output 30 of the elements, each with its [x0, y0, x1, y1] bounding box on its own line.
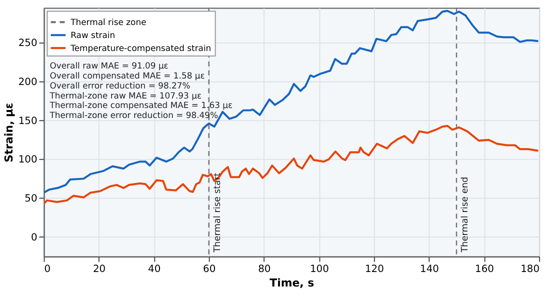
- annotation: Overall raw MAE = 91.09 με: [50, 60, 168, 70]
- y-axis-title: Strain, με: [2, 102, 16, 162]
- legend-label: Temperature-compensated strain: [70, 43, 212, 54]
- x-tick-label: 180: [520, 264, 540, 275]
- x-tick-label: 60: [203, 264, 216, 275]
- y-tick-label: 250: [18, 38, 38, 50]
- x-tick-label: 0: [44, 264, 51, 275]
- y-tick-label: 150: [18, 116, 38, 127]
- x-tick-label: 140: [420, 264, 439, 275]
- ref-line-label: Thermal rise start: [212, 172, 223, 254]
- annotation: Thermal rise zone: [70, 17, 146, 28]
- x-tick-label: 40: [148, 264, 161, 275]
- legend-label: Raw strain: [70, 30, 116, 40]
- y-tick-label: 200: [18, 77, 38, 88]
- annotation: Overall compensated MAE = 1.58 με: [50, 70, 205, 80]
- x-tick-label: 80: [258, 264, 271, 275]
- y-tick-label: 100: [18, 154, 38, 166]
- x-tick-label: 160: [475, 264, 494, 275]
- y-tick-label: 0: [30, 232, 38, 244]
- annotation: Overall error reduction = 98.27%: [50, 80, 190, 90]
- line-series: [44, 10, 540, 194]
- x-tick-label: 120: [364, 264, 384, 275]
- x-tick-label: 100: [310, 264, 329, 275]
- annotation: Thermal-zone raw MAE = 107.93 με: [48, 90, 202, 100]
- annotation: Thermal-zone compensated MAE = 1.63 με: [48, 100, 233, 110]
- y-tick-label: 50: [24, 194, 38, 205]
- annotation: Thermal-zone error reduction = 98.49%: [48, 110, 218, 120]
- ref-line-label: Thermal rise end: [460, 176, 470, 254]
- x-tick-label: 20: [92, 264, 106, 275]
- x-axis-title: Time, s: [270, 276, 314, 290]
